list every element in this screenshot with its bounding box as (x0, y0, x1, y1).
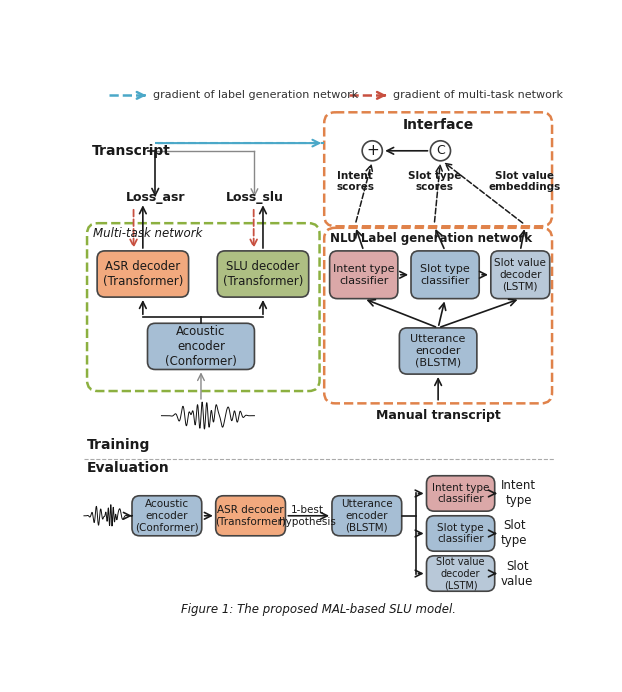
FancyBboxPatch shape (147, 323, 254, 370)
FancyBboxPatch shape (411, 251, 479, 299)
Text: Slot type
classifier: Slot type classifier (437, 522, 484, 545)
Text: Intent
scores: Intent scores (337, 171, 374, 192)
Text: 1-best
hypothesis: 1-best hypothesis (279, 505, 336, 527)
Text: Evaluation: Evaluation (87, 461, 170, 475)
Text: Figure 1: The proposed MAL-based SLU model.: Figure 1: The proposed MAL-based SLU mod… (181, 603, 457, 616)
Text: Transcript: Transcript (91, 144, 170, 158)
FancyBboxPatch shape (491, 251, 550, 299)
Text: ASR decoder
(Transformer): ASR decoder (Transformer) (215, 505, 286, 527)
FancyBboxPatch shape (427, 475, 494, 511)
Text: Loss_asr: Loss_asr (126, 190, 185, 203)
Text: Acoustic
encoder
(Conformer): Acoustic encoder (Conformer) (165, 325, 237, 368)
Text: Slot value
decoder
(LSTM): Slot value decoder (LSTM) (437, 557, 485, 590)
Text: C: C (436, 145, 445, 157)
Text: Acoustic
encoder
(Conformer): Acoustic encoder (Conformer) (135, 499, 198, 532)
Text: NLU Label generation network: NLU Label generation network (330, 232, 532, 245)
Text: ASR decoder
(Transformer): ASR decoder (Transformer) (103, 260, 183, 288)
Circle shape (362, 140, 383, 161)
Text: Utterance
encoder
(BLSTM): Utterance encoder (BLSTM) (341, 499, 392, 532)
Text: Slot type
scores: Slot type scores (407, 171, 461, 192)
Text: gradient of label generation network: gradient of label generation network (153, 91, 358, 100)
FancyBboxPatch shape (427, 556, 494, 591)
Text: Slot
value: Slot value (501, 560, 533, 588)
Text: Slot value
embeddings: Slot value embeddings (489, 171, 561, 192)
Text: Slot type
classifier: Slot type classifier (420, 264, 470, 286)
FancyBboxPatch shape (332, 495, 402, 536)
Text: Utterance
encoder
(BLSTM): Utterance encoder (BLSTM) (411, 334, 466, 367)
Text: +: + (366, 143, 379, 158)
Text: Training: Training (87, 438, 151, 452)
FancyBboxPatch shape (330, 251, 398, 299)
FancyBboxPatch shape (399, 328, 477, 374)
Text: Intent type
classifier: Intent type classifier (432, 482, 490, 504)
Text: Slot value
decoder
(LSTM): Slot value decoder (LSTM) (494, 258, 546, 291)
FancyBboxPatch shape (216, 495, 285, 536)
FancyBboxPatch shape (132, 495, 202, 536)
FancyBboxPatch shape (97, 251, 188, 297)
Circle shape (430, 140, 450, 161)
Text: Intent
type: Intent type (501, 480, 536, 507)
Text: Slot
type: Slot type (501, 520, 527, 547)
Text: Intent type
classifier: Intent type classifier (333, 264, 394, 286)
Text: Multi-task network: Multi-task network (93, 228, 203, 240)
Text: Interface: Interface (402, 118, 474, 131)
Text: gradient of multi-task network: gradient of multi-task network (393, 91, 563, 100)
FancyBboxPatch shape (217, 251, 309, 297)
Text: SLU decoder
(Transformer): SLU decoder (Transformer) (223, 260, 303, 288)
FancyBboxPatch shape (427, 516, 494, 552)
Text: Manual transcript: Manual transcript (376, 409, 501, 422)
Text: Loss_slu: Loss_slu (226, 190, 284, 203)
